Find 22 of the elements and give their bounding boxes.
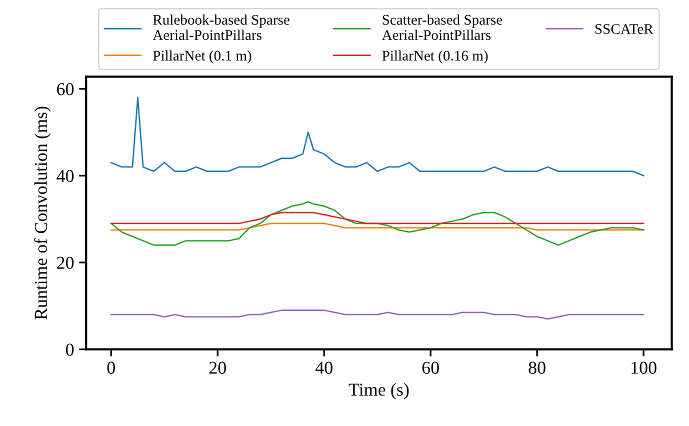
x-tick-label: 80: [528, 362, 546, 374]
y-tick-label: 60: [57, 83, 74, 96]
x-tick-label: 40: [315, 362, 332, 374]
legend-label: SSCATeR: [595, 24, 654, 34]
x-tick-label: 20: [209, 362, 226, 374]
x-tick-label: 0: [107, 362, 115, 374]
legend-label: Rulebook-based Sparse Aerial-PointPillars: [152, 14, 290, 40]
legend-label: PillarNet (0.16 m): [382, 50, 488, 64]
y-tick-label: 40: [56, 170, 74, 182]
line-series: [110, 96, 644, 176]
y-tick-label: 20: [57, 256, 74, 269]
legend-label: PillarNet (0.1 m): [153, 50, 252, 64]
line-series: [110, 212, 644, 224]
x-tick-label: 60: [422, 362, 439, 374]
line-series: [110, 310, 644, 320]
x-tick-label: 100: [632, 362, 656, 374]
legend-label: Scatter-based Sparse Aerial-PointPillars: [382, 14, 502, 40]
y-axis-title: Runtime of Convolution (ms): [34, 106, 51, 320]
x-axis-title: Time (s): [348, 383, 409, 400]
y-tick-label: 0: [66, 344, 74, 356]
line-series: [110, 222, 644, 231]
line-series: [110, 201, 644, 246]
